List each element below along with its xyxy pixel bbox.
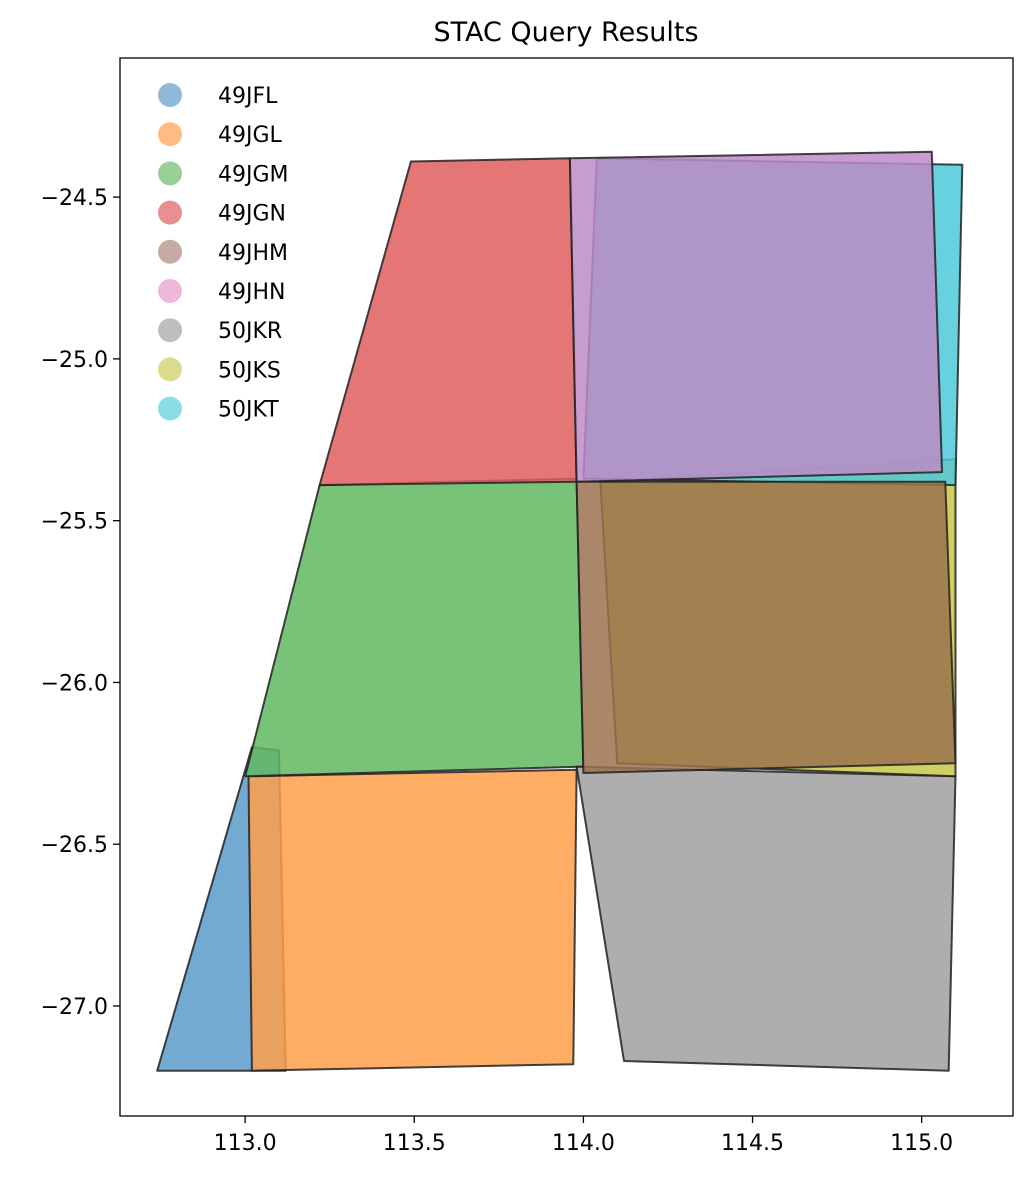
tile-polygon-49jgl — [247, 768, 578, 1072]
legend-label-49jgm: 49JGM — [218, 162, 289, 187]
y-tick-label: −24.5 — [41, 186, 108, 211]
tile-polygon-49jhn — [568, 150, 943, 483]
legend-marker-49jfl — [158, 83, 182, 107]
y-tick-label: −26.0 — [41, 671, 108, 696]
legend-label-49jhn: 49JHN — [218, 280, 285, 305]
legend-marker-50jkt — [158, 396, 182, 421]
x-tick-label: 113.5 — [383, 1131, 446, 1156]
x-tick-label: 113.0 — [214, 1131, 277, 1156]
y-tick-label: −27.0 — [41, 995, 108, 1020]
x-tick-label: 115.0 — [890, 1131, 953, 1156]
axes-frame — [119, 57, 1014, 1117]
tile-polygon-49jhm — [575, 480, 957, 774]
legend-marker-49jgm — [158, 161, 182, 186]
legend-marker-49jgl — [158, 122, 182, 147]
legend-label-49jfl: 49JFL — [218, 84, 278, 109]
legend-marker-49jgn — [158, 200, 182, 225]
legend-label-49jhm: 49JHM — [218, 241, 288, 266]
legend-label-50jkt: 50JKT — [218, 398, 279, 423]
x-tick-label: 114.0 — [552, 1131, 615, 1156]
legend: 49JFL 49JGL 49JGM 49JGN 49JHM 49JHN 50JKR 50JKS… — [158, 83, 289, 423]
tile-polygons — [156, 150, 964, 1072]
legend-marker-50jks — [158, 357, 182, 382]
chart-title: STAC Query Results — [433, 17, 698, 48]
tile-polygon-50jkr — [575, 765, 957, 1072]
y-tick-label: −26.5 — [41, 833, 108, 858]
legend-label-50jks: 50JKS — [218, 358, 281, 383]
legend-label-49jgn: 49JGN — [218, 202, 286, 227]
legend-marker-49jhn — [158, 279, 182, 303]
legend-label-50jkr: 50JKR — [218, 319, 282, 344]
x-axis: 113.0 113.5 114.0 114.5 115.0 — [214, 1116, 953, 1156]
y-axis: −24.5 −25.0 −25.5 −26.0 −26.5 −27.0 — [41, 186, 120, 1020]
legend-marker-49jhm — [158, 239, 182, 264]
legend-marker-50jkr — [158, 318, 182, 343]
legend-label-49jgl: 49JGL — [218, 123, 283, 148]
x-tick-label: 114.5 — [721, 1131, 784, 1156]
y-tick-label: −25.0 — [41, 348, 108, 373]
y-tick-label: −25.5 — [41, 510, 108, 535]
